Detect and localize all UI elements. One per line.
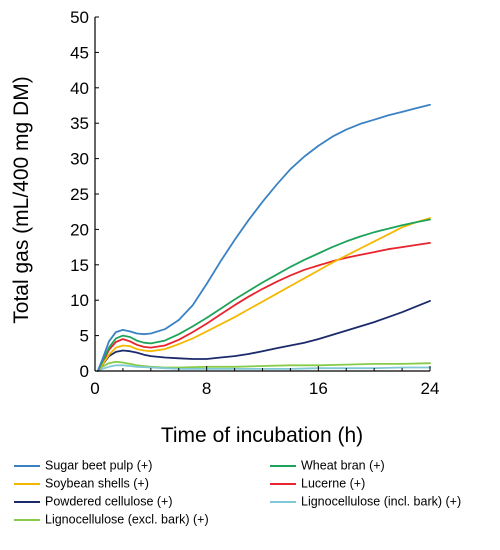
y-tick-label: 5 (80, 327, 89, 346)
legend-label: Sugar beet pulp (+) (45, 458, 153, 473)
x-tick-label: 16 (309, 379, 328, 398)
y-tick-label: 50 (70, 8, 89, 27)
y-tick-label: 30 (70, 150, 89, 169)
legend-label: Lucerne (+) (301, 476, 366, 491)
tick-labels: 0 5 10 15 20 25 30 35 40 45 50 0 8 16 24 (70, 8, 439, 398)
x-tick-label: 8 (202, 379, 211, 398)
legend-label: Powdered cellulose (+) (45, 494, 173, 509)
y-tick-label: 15 (70, 256, 89, 275)
legend-swatch (270, 482, 296, 485)
series-line-sugar-beet-pulp (96, 103, 431, 372)
series-line-lucerne (96, 242, 431, 372)
y-tick-label: 20 (70, 220, 89, 239)
axes (94, 16, 431, 372)
legend-swatch (270, 500, 296, 503)
y-axis-label: Total gas (mL/400 mg DM) (10, 76, 33, 323)
legend-label: Soybean shells (+) (45, 476, 149, 491)
series-line-soybean-shells (96, 217, 431, 372)
y-tick-label: 35 (70, 114, 89, 133)
series-line-lignocellulose-excl-bark (96, 360, 431, 372)
series-line-powdered-cellulose (96, 300, 431, 372)
legend-swatch (270, 464, 296, 467)
legend-item-sugar-beet-pulp: Sugar beet pulp (+) (14, 458, 152, 473)
legend-item-wheat-bran: Wheat bran (+) (270, 458, 385, 473)
x-axis-label: Time of incubation (h) (161, 424, 363, 447)
series-line-wheat-bran (96, 218, 431, 372)
series-lines (96, 103, 431, 372)
y-tick-label: 0 (80, 362, 89, 381)
y-tick-label: 45 (70, 43, 89, 62)
legend-swatch (14, 482, 40, 485)
legend-item-lucerne: Lucerne (+) (270, 476, 365, 491)
legend-item-lignocellulose-excl-bark: Lignocellulose (excl. bark) (+) (14, 512, 209, 527)
y-tick-label: 40 (70, 79, 89, 98)
legend-swatch (14, 500, 40, 503)
legend-item-powdered-cellulose: Powdered cellulose (+) (14, 494, 173, 509)
legend-swatch (14, 518, 40, 521)
legend-item-soybean-shells: Soybean shells (+) (14, 476, 149, 491)
legend-label: Wheat bran (+) (301, 458, 385, 473)
legend-label: Lignocellulose (excl. bark) (+) (45, 512, 209, 527)
x-tick-label: 24 (421, 379, 440, 398)
y-tick-label: 25 (70, 185, 89, 204)
chart-svg: 0 5 10 15 20 25 30 35 40 45 50 0 8 16 24 Total gas (mL… (10, 8, 439, 447)
legend-item-lignocellulose-incl-bark: Lignocellulose (incl. bark) (+) (270, 494, 461, 509)
legend-label: Lignocellulose (incl. bark) (+) (301, 494, 462, 509)
y-tick-label: 10 (70, 291, 89, 310)
legend-swatch (14, 464, 40, 467)
x-tick-label: 0 (90, 379, 99, 398)
